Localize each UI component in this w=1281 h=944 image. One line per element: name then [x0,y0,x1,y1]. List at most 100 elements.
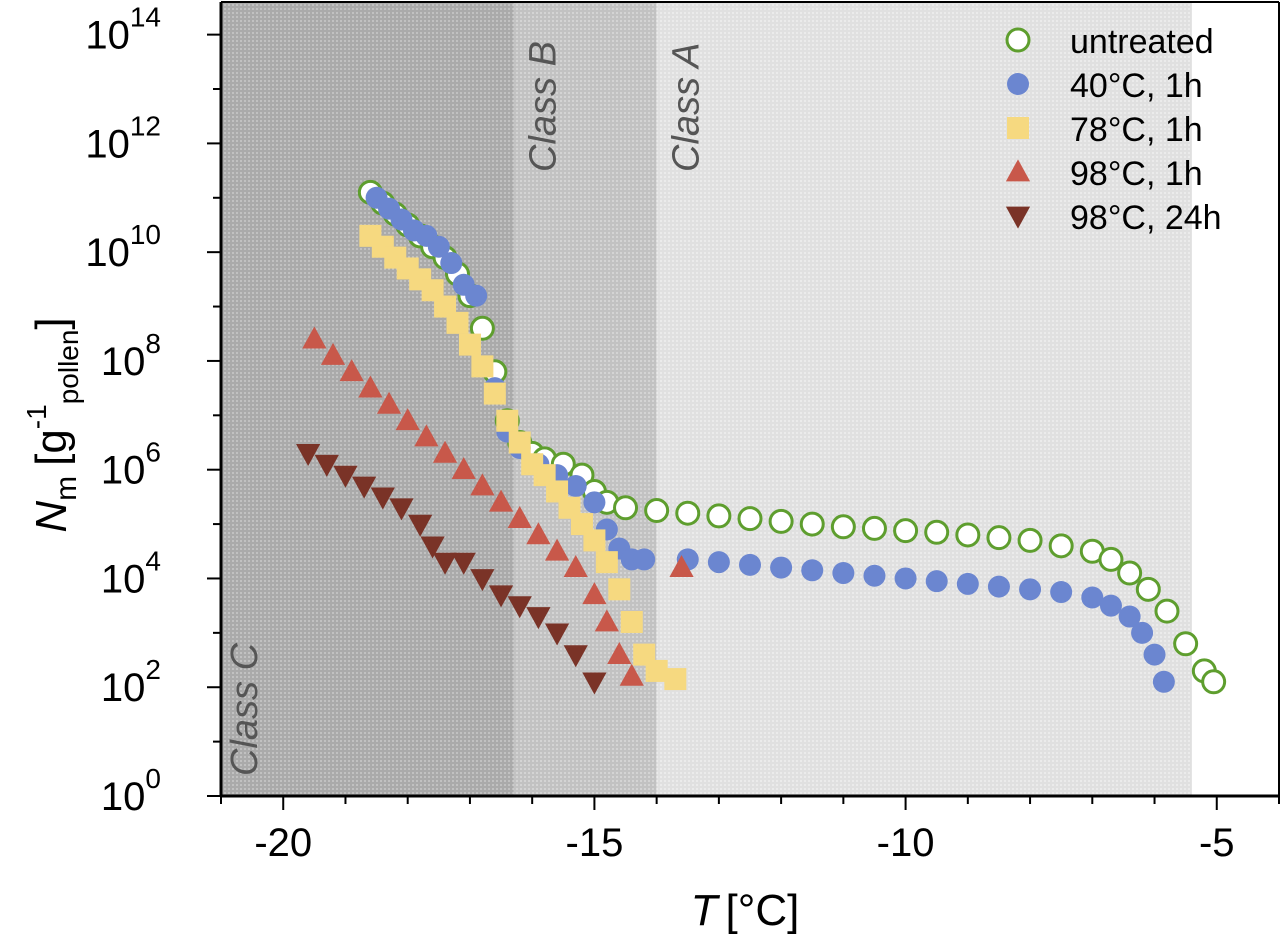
data-point [607,641,632,664]
data-point [563,645,588,668]
data-point [470,473,495,496]
data-point [1098,546,1124,572]
data-point [1117,560,1143,586]
data-point [956,572,979,595]
data-point [986,525,1012,551]
data-point [427,235,450,258]
data-point [370,487,395,510]
y-tick-label: 106 [101,437,161,493]
data-point [739,553,761,576]
data-point [564,475,587,498]
data-point [488,489,514,512]
y-tick-label: 108 [101,328,161,384]
data-point [451,552,476,575]
data-point [320,342,346,365]
data-point [1050,581,1073,604]
y-axis-symbol-sub: m [50,476,83,501]
x-tick-label: -20 [254,821,312,865]
y-tick-label: 100 [101,763,161,819]
data-point [613,495,639,521]
region-class-c [221,2,514,796]
data-point [706,503,732,529]
data-point [507,505,532,528]
data-series [296,179,1227,695]
x-axis-unit: [°C] [726,886,800,935]
data-point [526,607,551,630]
data-point [583,529,606,552]
series-98-c-1h [302,326,694,686]
data-point [496,409,519,432]
x-tick-label: -15 [566,821,624,865]
data-point [296,444,321,467]
legend-label: 40°C, 1h [1070,67,1203,105]
region-label: Class B [523,41,565,172]
series-78-c-1h [359,224,687,691]
data-point [451,457,476,480]
y-tick-label: 1010 [85,219,161,275]
data-point [395,408,420,431]
data-point [1048,533,1074,559]
y-tick-label: 1014 [85,2,161,58]
legend-label: 98°C, 1h [1070,155,1203,193]
legend-marker [1007,73,1029,95]
data-point [925,570,948,593]
y-tick-label: 1012 [85,110,161,166]
data-point [633,548,656,571]
data-point [1173,631,1199,657]
data-point [608,578,631,601]
data-point [830,514,856,540]
data-point [432,552,458,575]
data-point [737,506,763,532]
data-point [582,672,607,695]
legend-entry: 40°C, 1h [1007,67,1203,105]
data-point [470,569,495,592]
legend-label: 98°C, 24h [1070,199,1222,237]
data-point [471,355,494,378]
data-point [563,554,588,577]
y-axis-unit-close: ] [27,317,76,329]
legend-marker [1005,27,1031,53]
data-point [1131,621,1154,644]
x-tick-label: -5 [1199,821,1235,865]
y-tick-label: 104 [101,545,161,601]
data-point [544,538,570,561]
data-point [1135,576,1161,602]
data-point [707,551,730,574]
data-point [987,575,1010,598]
y-axis-unit-sub: pollen [53,330,84,405]
data-point [1152,670,1175,693]
data-point [408,514,433,537]
data-point [770,556,793,579]
data-point [483,382,506,405]
data-point [645,659,668,682]
region-label: Class C [224,642,266,776]
region-class-b [513,2,657,796]
data-point [832,562,855,585]
data-point [863,564,886,587]
data-point [893,518,919,544]
data-point [955,522,981,548]
data-point [352,476,377,499]
legend-entry: 98°C, 1h [1005,155,1203,193]
x-tick-label: -10 [877,821,935,865]
legend-marker [1007,117,1029,139]
data-point [799,511,825,537]
data-point [861,515,887,541]
data-point [1017,527,1043,553]
data-point [389,498,414,521]
data-point [1099,594,1122,617]
data-point [620,610,643,633]
data-point [675,500,701,526]
data-point [768,508,794,534]
data-point [595,551,618,574]
data-point [488,585,514,608]
legend-label: untreated [1070,23,1214,61]
data-point [526,522,551,545]
data-point [440,252,463,275]
data-point [1154,598,1180,624]
region-label: Class A [666,42,708,172]
data-point [583,491,606,514]
data-point [414,424,439,447]
legend-entry: 98°C, 24h [1005,199,1222,237]
y-axis-symbol: N [27,501,76,533]
